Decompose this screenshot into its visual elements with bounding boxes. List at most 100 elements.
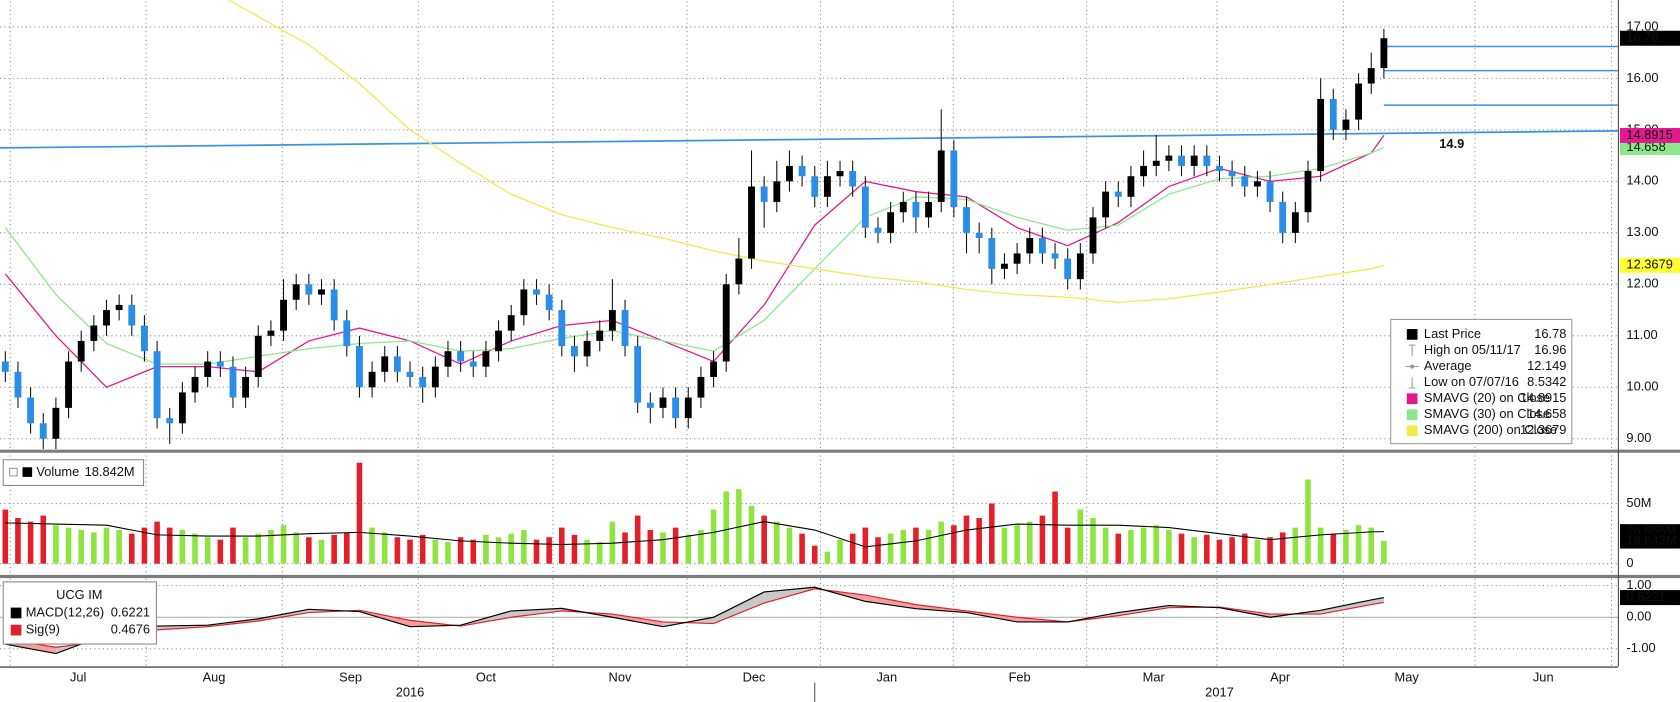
volume-bar (293, 532, 299, 564)
volume-bar (1014, 525, 1020, 564)
candle-body (39, 423, 47, 439)
candle-body (343, 320, 351, 347)
candle-body (1013, 253, 1021, 264)
x-tick-label: Apr (1270, 670, 1291, 685)
legend-label: MACD(12,26) (26, 604, 105, 619)
legend-label: Low on 07/07/16 (1424, 374, 1519, 389)
legend-title: UCG IM (56, 587, 102, 602)
candle-body (823, 176, 831, 197)
candle-body (65, 361, 72, 408)
candle-body (722, 284, 730, 362)
year-label: 2017 (1205, 685, 1234, 700)
volume-bar (1267, 537, 1273, 564)
candle-body (1051, 253, 1059, 259)
macd-line (5, 588, 1384, 648)
x-tick-label: May (1395, 670, 1420, 685)
candle-body (1, 361, 9, 372)
legend-swatch (1406, 425, 1418, 437)
candle-body (1026, 237, 1034, 254)
volume-bar (584, 539, 590, 564)
value-tag-bg (1620, 590, 1680, 606)
volume-bar (1052, 491, 1058, 564)
y-tick-label: 1.00 (1626, 577, 1651, 592)
candle-body (646, 402, 654, 408)
volume-bar (280, 525, 287, 564)
candle-body (1140, 165, 1148, 177)
y-tick-label: 50M (1626, 495, 1651, 510)
candle-body (368, 371, 376, 388)
volume-bar (1241, 533, 1248, 564)
volume-bar (306, 537, 312, 564)
trend-label: 14.9 (1439, 136, 1464, 151)
volume-bar (647, 530, 654, 564)
candle-body (1253, 181, 1261, 187)
macd-fill (865, 595, 916, 609)
value-tag-bg (1620, 139, 1680, 155)
volume-bar (1001, 527, 1008, 564)
volume-bar (736, 489, 742, 564)
volume-bar (419, 534, 426, 564)
legend-swatch (1406, 329, 1418, 340)
candle-body (697, 376, 705, 398)
x-tick-label: Aug (203, 670, 226, 685)
volume-bar (1191, 537, 1197, 564)
volume-bar (698, 530, 704, 564)
volume-bar (40, 515, 47, 564)
candle-body (1064, 258, 1072, 280)
candle-body (899, 201, 907, 213)
legend-box (2, 581, 157, 645)
value-tag: 0.6221 (1626, 589, 1665, 604)
volume-bar (1216, 539, 1223, 564)
candle-body (1089, 217, 1097, 254)
volume-bar (900, 530, 907, 564)
candle-body (1304, 171, 1312, 213)
legend-label: SMAVG (200) on Close (1424, 422, 1557, 437)
candle-body (545, 294, 553, 311)
volume-panel (2, 462, 1387, 564)
value-tag: 12.3679 (1626, 257, 1672, 272)
y-tick-label: 12.00 (1626, 276, 1658, 291)
legend-value: 14.8915 (1520, 390, 1566, 405)
candle-body (1152, 160, 1160, 166)
volume-bar (470, 539, 477, 564)
legend-label: SMAVG (20) on Close (1424, 390, 1550, 405)
candle-body (1367, 68, 1375, 84)
volume-bar (634, 515, 641, 564)
candle-body (912, 201, 920, 218)
candle-body (115, 304, 123, 311)
volume-bar (318, 539, 325, 564)
candle-body (861, 186, 869, 228)
candle-body (975, 232, 983, 238)
candle-body (128, 304, 136, 326)
candle-body (166, 418, 174, 424)
volume-bar (811, 545, 818, 564)
legend-swatch (22, 467, 33, 477)
candle-body (1165, 155, 1173, 161)
x-tick-label: Mar (1143, 670, 1166, 685)
volume-bar (356, 462, 363, 564)
candle-body (684, 397, 692, 419)
legend-swatch (10, 624, 22, 636)
candle-body (1114, 191, 1122, 197)
volume-bar (154, 521, 160, 564)
candle-body (280, 299, 287, 331)
candle-body (1266, 181, 1274, 202)
candle-body (786, 165, 793, 182)
volume-bar (1254, 539, 1261, 564)
y-tick-label: 0.00 (1626, 609, 1651, 624)
candle-body (103, 310, 110, 326)
value-tag: 18.842M (1626, 532, 1676, 547)
candle-body (1291, 212, 1299, 233)
candle-body (773, 181, 781, 202)
candle-body (444, 351, 452, 367)
volume-bar (824, 551, 831, 564)
candle-body (267, 330, 275, 336)
volume-bar (761, 515, 767, 564)
volume-bar (242, 537, 249, 564)
candle-body (596, 330, 604, 341)
volume-bar (685, 534, 692, 564)
candle-body (318, 289, 325, 295)
volume-bar (179, 530, 186, 564)
y-tick-label: 11.00 (1626, 327, 1657, 342)
candle-body (419, 376, 427, 388)
